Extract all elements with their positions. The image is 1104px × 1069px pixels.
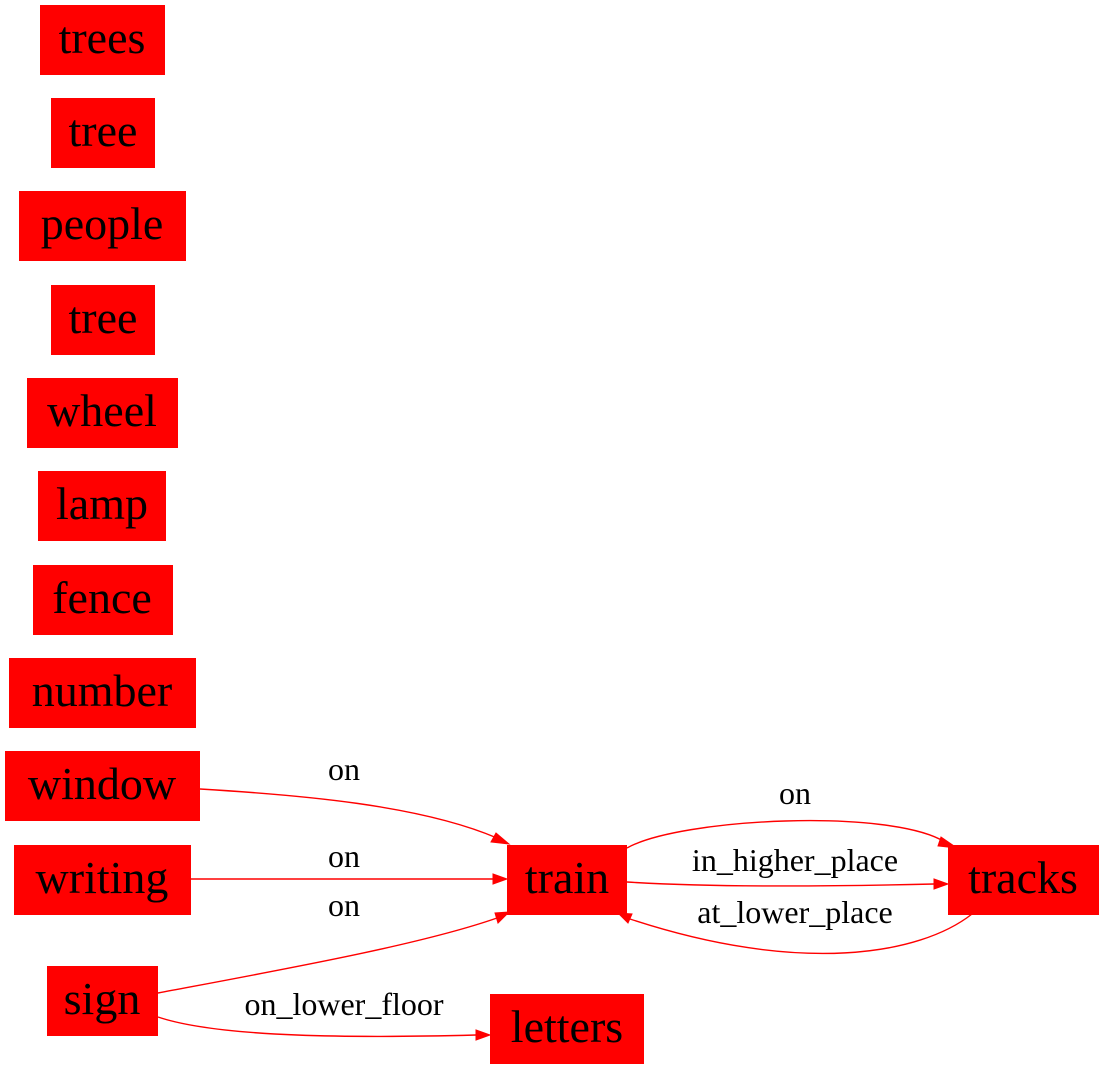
node-box bbox=[51, 285, 155, 355]
node-fence: fence bbox=[33, 565, 173, 635]
node-box bbox=[14, 845, 191, 915]
edge-window-train: on bbox=[199, 751, 511, 845]
edge-arrowhead bbox=[492, 873, 509, 885]
edge-line bbox=[626, 819, 946, 849]
edge-train-tracks-higher: in_higher_place bbox=[626, 842, 950, 890]
node-box bbox=[490, 994, 644, 1064]
node-lamp: lamp bbox=[38, 471, 166, 541]
edge-label: on bbox=[779, 775, 811, 811]
node-label: lamp bbox=[56, 478, 148, 529]
node-number: number bbox=[9, 658, 196, 728]
node-label: tracks bbox=[968, 852, 1078, 903]
edge-writing-train: on bbox=[191, 838, 509, 885]
edge-line bbox=[626, 881, 935, 887]
node-people: people bbox=[19, 191, 186, 261]
edge-arrowhead bbox=[494, 911, 511, 924]
edge-arrowhead bbox=[933, 878, 950, 890]
node-box bbox=[27, 378, 178, 448]
node-box bbox=[19, 191, 186, 261]
node-label: train bbox=[525, 852, 609, 903]
edge-label: at_lower_place bbox=[697, 894, 892, 930]
node-box bbox=[40, 5, 165, 75]
edge-line bbox=[629, 913, 973, 955]
edge-line bbox=[157, 1016, 477, 1038]
edge-label: on bbox=[328, 838, 360, 874]
edge-arrowhead bbox=[475, 1029, 492, 1041]
node-box bbox=[38, 471, 166, 541]
node-label: people bbox=[41, 198, 164, 249]
edge-tracks-train-lower: at_lower_place bbox=[616, 894, 973, 955]
node-box bbox=[5, 751, 200, 821]
node-box bbox=[47, 966, 158, 1036]
edge-arrowhead bbox=[490, 832, 511, 845]
edge-sign-train: on bbox=[157, 887, 511, 994]
node-box bbox=[948, 845, 1099, 915]
node-wheel: wheel bbox=[27, 378, 178, 448]
node-label: wheel bbox=[47, 385, 157, 436]
node-box bbox=[33, 565, 173, 635]
node-window: window bbox=[5, 751, 200, 821]
node-writing: writing bbox=[14, 845, 191, 915]
node-box bbox=[9, 658, 196, 728]
edge-label: on_lower_floor bbox=[244, 986, 443, 1022]
edge-label: on bbox=[328, 887, 360, 923]
edge-line bbox=[157, 917, 498, 994]
node-train: train bbox=[507, 845, 627, 915]
edge-train-tracks-on: on bbox=[626, 775, 958, 849]
node-trees: trees bbox=[40, 5, 165, 75]
node-label: tree bbox=[69, 105, 138, 156]
node-sign: sign bbox=[47, 966, 158, 1036]
node-label: number bbox=[32, 665, 173, 716]
node-letters: letters bbox=[490, 994, 644, 1064]
node-box bbox=[51, 98, 155, 168]
node-label: sign bbox=[64, 973, 141, 1024]
edge-sign-letters: on_lower_floor bbox=[157, 986, 492, 1041]
node-label: tree bbox=[69, 292, 138, 343]
node-label: letters bbox=[511, 1001, 623, 1052]
node-tree-1: tree bbox=[51, 98, 155, 168]
edge-label: on bbox=[328, 751, 360, 787]
node-tracks: tracks bbox=[948, 845, 1099, 915]
node-label: trees bbox=[59, 12, 146, 63]
node-label: window bbox=[28, 758, 177, 809]
edge-line bbox=[199, 788, 498, 839]
edge-label: in_higher_place bbox=[692, 842, 898, 878]
node-box bbox=[507, 845, 627, 915]
node-tree-2: tree bbox=[51, 285, 155, 355]
node-label: fence bbox=[52, 572, 152, 623]
node-label: writing bbox=[36, 852, 169, 903]
